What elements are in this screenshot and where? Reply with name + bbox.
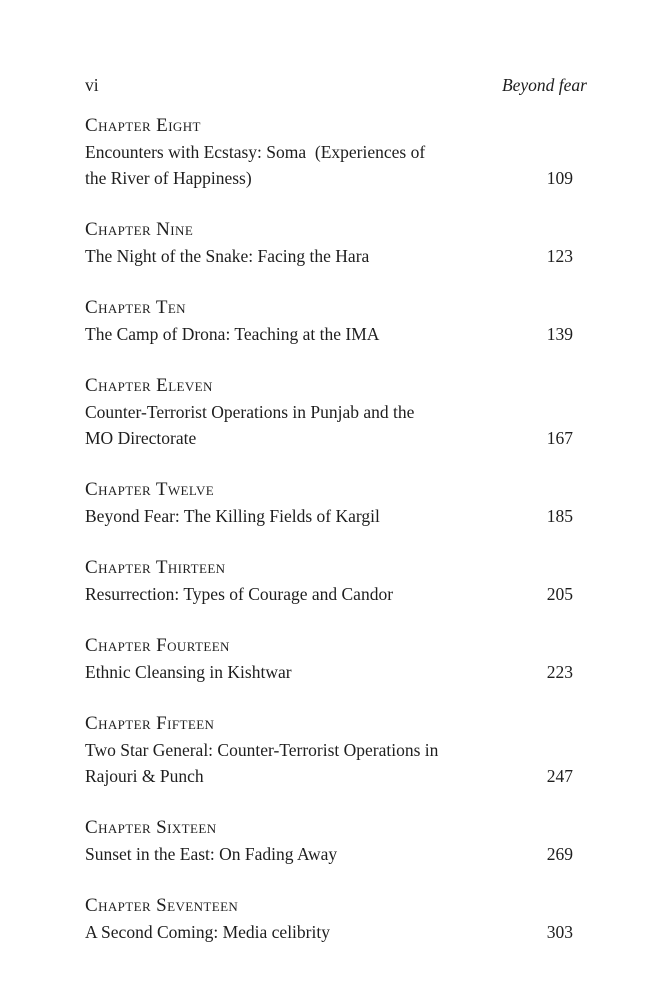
chapter-heading: Chapter Twelve [85, 479, 215, 500]
chapter-entry-body: The Night of the Snake: Facing the Hara … [85, 243, 573, 269]
chapter-entry-body: The Camp of Drona: Teaching at the IMA 1… [85, 321, 573, 347]
chapter-heading: Chapter Fifteen [85, 713, 215, 734]
chapter-entry-body: Sunset in the East: On Fading Away 269 [85, 841, 573, 867]
toc-entry: Chapter Seventeen A Second Coming: Media… [85, 893, 573, 945]
running-header: vi Beyond fear [85, 72, 587, 98]
chapter-title: Encounters with Ecstasy: Soma (Experienc… [85, 139, 425, 191]
toc-entry: Chapter Twelve Beyond Fear: The Killing … [85, 477, 573, 529]
chapter-heading: Chapter Nine [85, 219, 194, 240]
chapter-page-number: 139 [546, 324, 573, 344]
chapter-page-number: 205 [546, 584, 573, 604]
chapter-heading: Chapter Eleven [85, 375, 213, 396]
chapter-title-line: The Night of the Snake: Facing the Hara [85, 246, 370, 266]
chapter-title-line: Encounters with Ecstasy: Soma (Experienc… [85, 142, 426, 162]
toc-entry: Chapter Fifteen Two Star General: Counte… [85, 711, 573, 789]
chapter-title-line: Resurrection: Types of Courage and Cando… [85, 584, 394, 604]
chapter-title-line: Rajouri & Punch [85, 766, 204, 786]
chapter-page-number: 123 [546, 246, 573, 266]
chapter-page-number: 247 [546, 766, 573, 786]
chapter-title: Counter-Terrorist Operations in Punjab a… [85, 399, 414, 451]
chapter-entry-body: Encounters with Ecstasy: Soma (Experienc… [85, 139, 573, 191]
chapter-page-number: 269 [546, 844, 573, 864]
chapter-page-number: 109 [546, 168, 573, 188]
chapter-title-line: Counter-Terrorist Operations in Punjab a… [85, 402, 415, 422]
chapter-entry-body: Counter-Terrorist Operations in Punjab a… [85, 399, 573, 451]
toc-entry: Chapter Ten The Camp of Drona: Teaching … [85, 295, 573, 347]
folio-page-number: vi [85, 75, 99, 95]
chapter-page-number: 223 [546, 662, 573, 682]
chapter-page-number: 185 [546, 506, 573, 526]
chapter-entry-body: Beyond Fear: The Killing Fields of Kargi… [85, 503, 573, 529]
chapter-title-line: MO Directorate [85, 428, 197, 448]
toc-entry: Chapter Fourteen Ethnic Cleansing in Kis… [85, 633, 573, 685]
toc-entry: Chapter Sixteen Sunset in the East: On F… [85, 815, 573, 867]
chapter-entry-body: Resurrection: Types of Courage and Cando… [85, 581, 573, 607]
chapter-title-line: Two Star General: Counter-Terrorist Oper… [85, 740, 439, 760]
chapter-title: Two Star General: Counter-Terrorist Oper… [85, 737, 438, 789]
chapter-heading: Chapter Sixteen [85, 817, 217, 838]
chapter-title-line: Ethnic Cleansing in Kishtwar [85, 662, 292, 682]
chapter-title-line: Beyond Fear: The Killing Fields of Kargi… [85, 506, 380, 526]
chapter-title: Sunset in the East: On Fading Away [85, 841, 337, 867]
chapter-title-line: A Second Coming: Media celibrity [85, 922, 330, 942]
chapter-entry-body: A Second Coming: Media celibrity 303 [85, 919, 573, 945]
chapter-heading: Chapter Eight [85, 115, 201, 136]
toc-entry: Chapter Nine The Night of the Snake: Fac… [85, 217, 573, 269]
chapter-title: Ethnic Cleansing in Kishtwar [85, 659, 292, 685]
chapter-title: Resurrection: Types of Courage and Cando… [85, 581, 393, 607]
toc-entry: Chapter Thirteen Resurrection: Types of … [85, 555, 573, 607]
chapter-title: A Second Coming: Media celibrity [85, 919, 330, 945]
toc-entry: Chapter Eight Encounters with Ecstasy: S… [85, 113, 573, 191]
chapter-entry-body: Ethnic Cleansing in Kishtwar 223 [85, 659, 573, 685]
chapter-heading: Chapter Fourteen [85, 635, 230, 656]
toc-entry: Chapter Eleven Counter-Terrorist Operati… [85, 373, 573, 451]
running-title: Beyond fear [501, 75, 587, 95]
chapter-heading: Chapter Ten [85, 297, 186, 318]
chapter-title: The Night of the Snake: Facing the Hara [85, 243, 369, 269]
chapter-title-line: the River of Happiness) [85, 168, 252, 188]
chapter-heading: Chapter Seventeen [85, 895, 239, 916]
table-of-contents: Chapter Eight Encounters with Ecstasy: S… [85, 113, 587, 945]
chapter-title-line: The Camp of Drona: Teaching at the IMA [85, 324, 380, 344]
chapter-entry-body: Two Star General: Counter-Terrorist Oper… [85, 737, 573, 789]
chapter-title: The Camp of Drona: Teaching at the IMA [85, 321, 379, 347]
chapter-title: Beyond Fear: The Killing Fields of Kargi… [85, 503, 380, 529]
chapter-page-number: 167 [546, 428, 573, 448]
chapter-heading: Chapter Thirteen [85, 557, 226, 578]
chapter-page-number: 303 [546, 922, 573, 942]
chapter-title-line: Sunset in the East: On Fading Away [85, 844, 338, 864]
